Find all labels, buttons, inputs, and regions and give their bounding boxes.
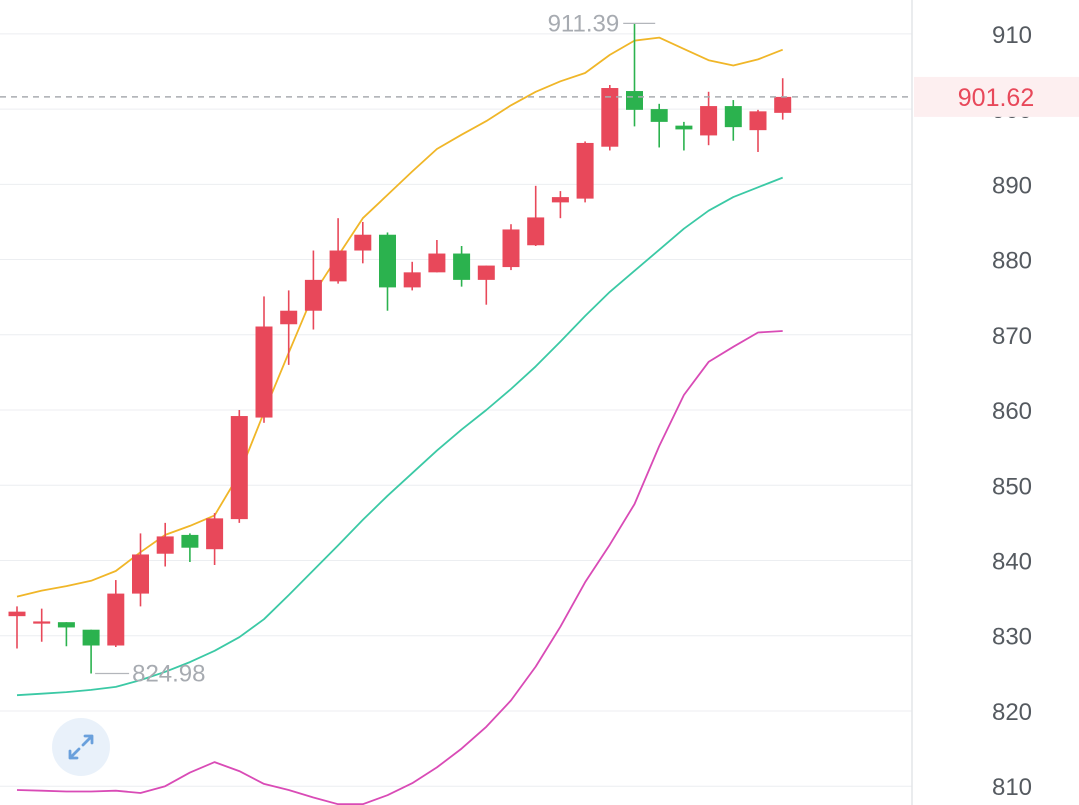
candle-body [206, 518, 224, 550]
candle [502, 224, 520, 271]
low-price-label: 824.98 [132, 660, 205, 687]
candles [8, 23, 792, 674]
y-tick-label: 850 [992, 473, 1032, 500]
candle-body [700, 106, 718, 136]
candle-body [379, 234, 396, 288]
y-tick-label: 810 [992, 774, 1032, 801]
candle-body [304, 279, 322, 311]
candle-body [8, 611, 26, 617]
candle-body [230, 416, 248, 520]
candle [403, 261, 421, 291]
candle-body [403, 272, 421, 288]
candle-body [255, 326, 273, 418]
candle [601, 85, 619, 151]
candle-body [33, 621, 51, 624]
candle-body [675, 125, 693, 130]
candle [304, 250, 322, 330]
candle-body [502, 229, 520, 268]
candle [626, 23, 643, 127]
candle-body [181, 534, 199, 548]
candle [650, 103, 668, 148]
candle [57, 622, 75, 647]
candle-body [527, 217, 545, 246]
candle-body [576, 142, 594, 199]
candle-body [774, 96, 792, 113]
candle [724, 100, 742, 141]
candle [477, 265, 495, 305]
y-tick-label: 890 [992, 172, 1032, 199]
candle [255, 296, 273, 423]
candle-body [453, 253, 471, 280]
candle-body [724, 106, 742, 128]
middle-band-line [16, 176, 784, 697]
candle [774, 78, 792, 120]
candle [576, 141, 594, 203]
candle [453, 246, 471, 287]
candle-body [428, 253, 446, 273]
candle-body [650, 109, 668, 122]
y-tick-label: 840 [992, 548, 1032, 575]
candle [230, 410, 248, 523]
candle [156, 522, 174, 567]
candle [428, 239, 446, 273]
candle [354, 221, 372, 264]
candle [329, 218, 347, 284]
y-tick-label: 830 [992, 624, 1032, 651]
candle-body [354, 234, 372, 251]
upper-band-line [16, 36, 784, 598]
candle [675, 121, 693, 151]
candle [33, 608, 51, 642]
candle [527, 185, 545, 247]
candle [379, 232, 396, 311]
candle-body [132, 554, 149, 594]
candle-body [477, 265, 495, 280]
current-price-tag: 901.62 [914, 76, 1079, 117]
candle-body [82, 629, 100, 646]
candle-body [329, 250, 347, 282]
candle-body [57, 622, 75, 628]
candle [82, 629, 100, 674]
candle [206, 513, 224, 566]
grid-lines [0, 33, 912, 787]
candle-body [601, 88, 619, 147]
candle-body [107, 593, 125, 646]
candle [280, 290, 298, 365]
candle [749, 109, 767, 152]
candle [8, 606, 26, 649]
candle-body [280, 310, 298, 325]
y-tick-label: 880 [992, 248, 1032, 275]
y-tick-label: 860 [992, 398, 1032, 425]
candle-body [156, 536, 174, 554]
candle [551, 191, 569, 219]
lower-band-line [16, 330, 783, 805]
candle-body [749, 111, 767, 131]
high-price-label: 911.39 [548, 10, 620, 37]
candle [181, 533, 199, 562]
candle-body [626, 91, 643, 110]
y-tick-label: 820 [992, 699, 1032, 726]
candle [107, 580, 125, 648]
candle [132, 533, 149, 607]
current-price-label: 901.62 [958, 84, 1034, 112]
price-axis: 810820830840850860870880890900910 [992, 22, 1032, 801]
bollinger-bands [16, 36, 784, 805]
current-price-tag-bg [914, 76, 1079, 117]
candle-body [551, 197, 569, 203]
annotations: 911.39 824.98 [95, 10, 656, 687]
candle [700, 91, 718, 146]
expand-chart-button[interactable] [52, 718, 110, 776]
y-tick-label: 910 [992, 22, 1032, 49]
y-tick-label: 870 [992, 323, 1032, 350]
expand-icon [68, 734, 94, 760]
